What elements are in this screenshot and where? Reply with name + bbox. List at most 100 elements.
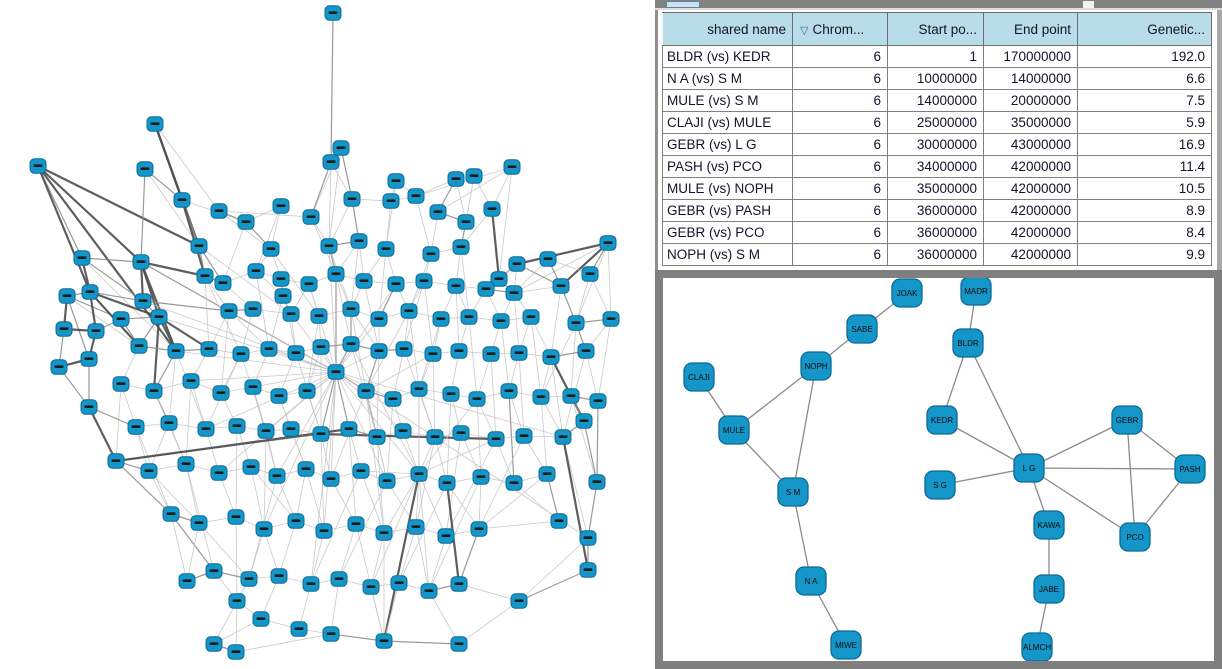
graph-edge[interactable] [1028,419,1128,469]
graph-node[interactable] [588,474,606,490]
graph-edge[interactable] [308,283,337,373]
graph-edge[interactable] [228,310,337,373]
table-cell[interactable]: 35000000 [887,177,984,200]
graph-edge[interactable] [792,365,817,493]
graph-edge[interactable] [36,165,92,293]
graph-node[interactable] [81,284,99,300]
graph-node[interactable] [332,140,350,156]
graph-node[interactable] [447,278,465,294]
graph-edge[interactable] [235,633,332,653]
graph-edge[interactable] [89,291,144,302]
graph-edge[interactable] [306,315,320,392]
graph-node[interactable] [274,288,292,304]
graph-edge[interactable] [335,371,420,475]
graph-node[interactable] [298,383,316,399]
graph-edge[interactable] [305,468,325,532]
graph-edge[interactable] [418,473,430,592]
graph-node[interactable] [432,311,450,327]
table-cell[interactable]: 6.6 [1077,67,1212,90]
graph-edge[interactable] [218,371,337,474]
graph-edge[interactable] [570,395,598,483]
graph-edge[interactable] [154,123,220,212]
graph-node[interactable] [29,158,47,174]
table-cell[interactable]: 42000000 [983,243,1078,266]
graph-node[interactable] [272,198,290,214]
graph-node[interactable] [145,383,163,399]
table-cell[interactable]: 43000000 [983,133,1078,156]
node-shape[interactable] [1033,510,1065,540]
graph-edge[interactable] [350,240,360,310]
graph-edge[interactable] [66,295,90,360]
graph-edge[interactable] [570,322,577,397]
graph-node[interactable] [200,341,218,357]
graph-edge[interactable] [170,513,188,582]
graph-node[interactable] [407,188,425,204]
node-N-A[interactable]: N A [795,566,827,596]
graph-node[interactable] [322,471,340,487]
graph-node[interactable] [382,193,400,209]
graph-node[interactable] [162,506,180,522]
graph-edge[interactable] [446,482,480,530]
node-ALMCH[interactable]: ALMCH [1021,632,1053,661]
graph-edge[interactable] [561,436,590,571]
table-cell[interactable]: 192.0 [1077,45,1212,68]
graph-node[interactable] [270,388,288,404]
graph-node[interactable] [228,593,246,609]
graph-node[interactable] [282,306,300,322]
graph-node[interactable] [268,468,286,484]
graph-node[interactable] [320,238,338,254]
table-row[interactable]: NOPH (vs) S M 6 36000000 42000000 9.9 [662,243,1212,266]
table-cell[interactable]: 35000000 [983,111,1078,134]
graph-edge[interactable] [158,316,210,350]
graph-edge[interactable] [323,371,337,532]
graph-edge[interactable] [350,308,367,392]
graph-edge[interactable] [81,257,177,352]
graph-edge[interactable] [478,473,548,530]
graph-edge[interactable] [218,210,312,218]
graph-edge[interactable] [498,166,513,280]
graph-edge[interactable] [370,532,385,588]
graph-edge[interactable] [263,371,337,530]
table-cell[interactable]: 6 [792,221,888,244]
graph-edge[interactable] [140,260,206,278]
graph-edge[interactable] [518,352,525,437]
table-row[interactable]: PASH (vs) PCO 6 34000000 42000000 11.4 [662,155,1212,178]
graph-node[interactable] [232,346,250,362]
graph-node[interactable] [375,525,393,541]
graph-node[interactable] [438,475,456,491]
table-cell[interactable]: 6 [792,133,888,156]
graph-edge[interactable] [1028,467,1191,470]
table-cell[interactable]: 42000000 [983,177,1078,200]
table-cell[interactable]: 10000000 [887,67,984,90]
graph-node[interactable] [390,575,408,591]
graph-node[interactable] [80,351,98,367]
node-shape[interactable] [830,630,862,660]
graph-edge[interactable] [408,310,420,390]
graph-node[interactable] [190,238,208,254]
graph-node[interactable] [415,273,433,289]
table-row[interactable]: GEBR (vs) L G 6 30000000 43000000 16.9 [662,133,1212,156]
graph-node[interactable] [324,5,342,21]
graph-edge[interactable] [382,473,421,642]
graph-edge[interactable] [170,513,215,572]
graph-node[interactable] [302,209,320,225]
graph-node[interactable] [205,563,223,579]
graph-edge[interactable] [310,161,332,218]
graph-node[interactable] [503,159,521,175]
hscrollbar-thumb[interactable] [666,1,700,8]
graph-node[interactable] [477,281,495,297]
graph-node[interactable] [342,301,360,317]
graph-node[interactable] [457,214,475,230]
graph-node[interactable] [214,275,232,291]
graph-node[interactable] [146,116,164,132]
graph-node[interactable] [581,266,599,282]
graph-node[interactable] [182,373,200,389]
graph-edge[interactable] [967,342,1030,469]
graph-edge[interactable] [140,168,146,263]
table-row[interactable]: MULE (vs) S M 6 14000000 20000000 7.5 [662,89,1212,112]
graph-node[interactable] [554,429,572,445]
graph-edge[interactable] [597,318,612,402]
graph-node[interactable] [322,626,340,642]
graph-edge[interactable] [330,578,340,635]
graph-edge[interactable] [115,460,172,515]
